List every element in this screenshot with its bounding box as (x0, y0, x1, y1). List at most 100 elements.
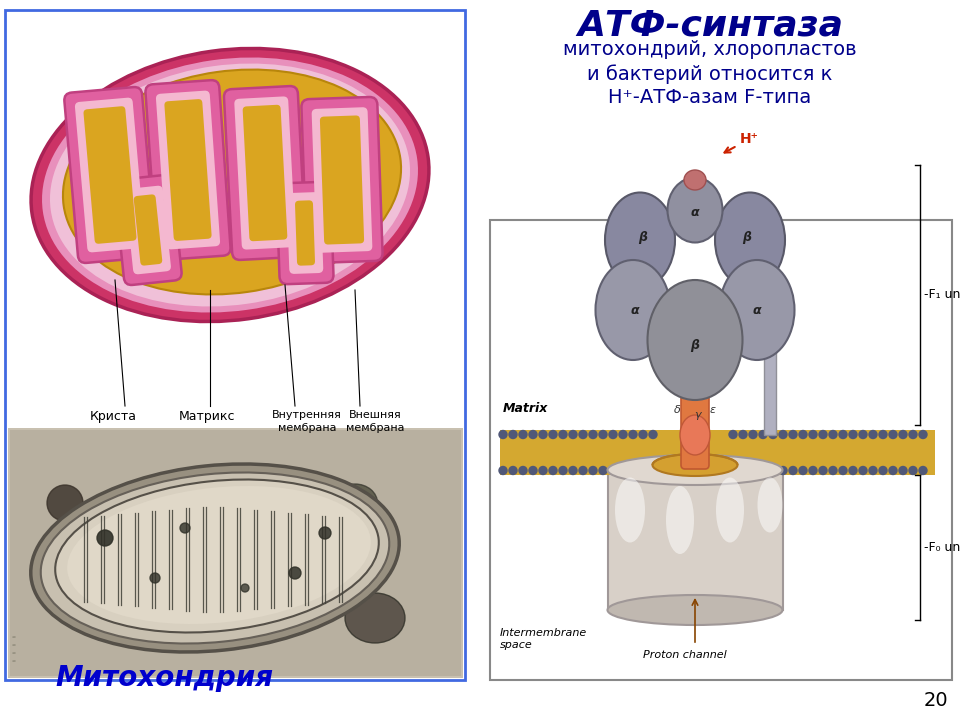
Circle shape (749, 431, 757, 438)
FancyBboxPatch shape (114, 175, 181, 285)
FancyBboxPatch shape (146, 80, 230, 260)
Text: β: β (638, 232, 647, 245)
Circle shape (889, 431, 897, 438)
Circle shape (839, 431, 847, 438)
Ellipse shape (63, 70, 401, 294)
Circle shape (639, 431, 647, 438)
Ellipse shape (716, 477, 744, 542)
Circle shape (789, 467, 797, 474)
Ellipse shape (332, 484, 377, 522)
Circle shape (499, 431, 507, 438)
Circle shape (509, 467, 517, 474)
Ellipse shape (345, 593, 405, 643)
Circle shape (499, 467, 507, 474)
FancyBboxPatch shape (64, 87, 156, 263)
Circle shape (47, 485, 83, 521)
Circle shape (769, 431, 777, 438)
Text: Митохондрия: Митохондрия (55, 664, 274, 692)
Text: β: β (742, 232, 752, 245)
Ellipse shape (647, 280, 742, 400)
Ellipse shape (67, 486, 371, 624)
Bar (608, 470, 782, 610)
Circle shape (589, 467, 597, 474)
Circle shape (799, 467, 807, 474)
Circle shape (609, 431, 617, 438)
Circle shape (849, 467, 857, 474)
Circle shape (839, 467, 847, 474)
Circle shape (569, 431, 577, 438)
Circle shape (319, 527, 331, 539)
Circle shape (579, 467, 587, 474)
FancyBboxPatch shape (224, 86, 306, 260)
Circle shape (599, 431, 607, 438)
Circle shape (819, 431, 827, 438)
Circle shape (879, 467, 887, 474)
Ellipse shape (757, 477, 782, 533)
FancyBboxPatch shape (243, 105, 287, 241)
Text: -F₁ unit: -F₁ unit (924, 289, 960, 302)
Text: H⁺: H⁺ (725, 132, 758, 153)
Text: β: β (690, 338, 700, 351)
Bar (500, 430, 935, 475)
Circle shape (859, 467, 867, 474)
Text: ε: ε (710, 405, 716, 415)
Text: Матрикс: Матрикс (179, 410, 235, 423)
Circle shape (629, 467, 637, 474)
Circle shape (819, 467, 827, 474)
Circle shape (529, 431, 537, 438)
Ellipse shape (50, 63, 410, 307)
FancyBboxPatch shape (125, 186, 171, 274)
Circle shape (809, 467, 817, 474)
Circle shape (909, 467, 917, 474)
Circle shape (879, 431, 887, 438)
Circle shape (569, 467, 577, 474)
Text: Intermembrane
space: Intermembrane space (500, 628, 588, 649)
Text: α: α (690, 205, 699, 218)
Text: γ: γ (694, 410, 700, 420)
FancyBboxPatch shape (320, 115, 364, 245)
Ellipse shape (719, 260, 795, 360)
Circle shape (97, 530, 113, 546)
Circle shape (849, 431, 857, 438)
Ellipse shape (615, 477, 645, 542)
Circle shape (241, 584, 249, 592)
Circle shape (180, 523, 190, 533)
Bar (10, 430, 461, 676)
Text: δ: δ (674, 405, 681, 415)
Circle shape (889, 467, 897, 474)
Circle shape (759, 431, 767, 438)
Text: АТФ-синтаза: АТФ-синтаза (577, 8, 843, 42)
Circle shape (809, 431, 817, 438)
Circle shape (289, 567, 301, 579)
Circle shape (559, 467, 567, 474)
Text: мембрана: мембрана (346, 423, 404, 433)
Ellipse shape (31, 464, 399, 652)
Text: Н⁺-АТФ-азам F-типа: Н⁺-АТФ-азам F-типа (609, 88, 811, 107)
FancyBboxPatch shape (312, 107, 372, 253)
Circle shape (589, 431, 597, 438)
Ellipse shape (608, 595, 782, 625)
FancyBboxPatch shape (276, 182, 333, 284)
Text: -F₀ unit: -F₀ unit (924, 541, 960, 554)
Ellipse shape (715, 192, 785, 287)
FancyBboxPatch shape (156, 91, 220, 249)
Circle shape (909, 431, 917, 438)
Circle shape (599, 467, 607, 474)
Circle shape (739, 431, 747, 438)
Circle shape (639, 467, 647, 474)
Circle shape (519, 467, 527, 474)
FancyBboxPatch shape (295, 200, 315, 266)
FancyBboxPatch shape (681, 381, 709, 469)
Circle shape (779, 467, 787, 474)
FancyBboxPatch shape (75, 98, 145, 252)
Circle shape (779, 431, 787, 438)
Circle shape (509, 431, 517, 438)
Circle shape (609, 467, 617, 474)
Circle shape (859, 431, 867, 438)
Ellipse shape (653, 454, 737, 476)
Circle shape (649, 431, 657, 438)
Circle shape (899, 431, 907, 438)
Ellipse shape (55, 480, 379, 632)
Text: Matrix: Matrix (503, 402, 548, 415)
Bar (490, 220, 952, 680)
